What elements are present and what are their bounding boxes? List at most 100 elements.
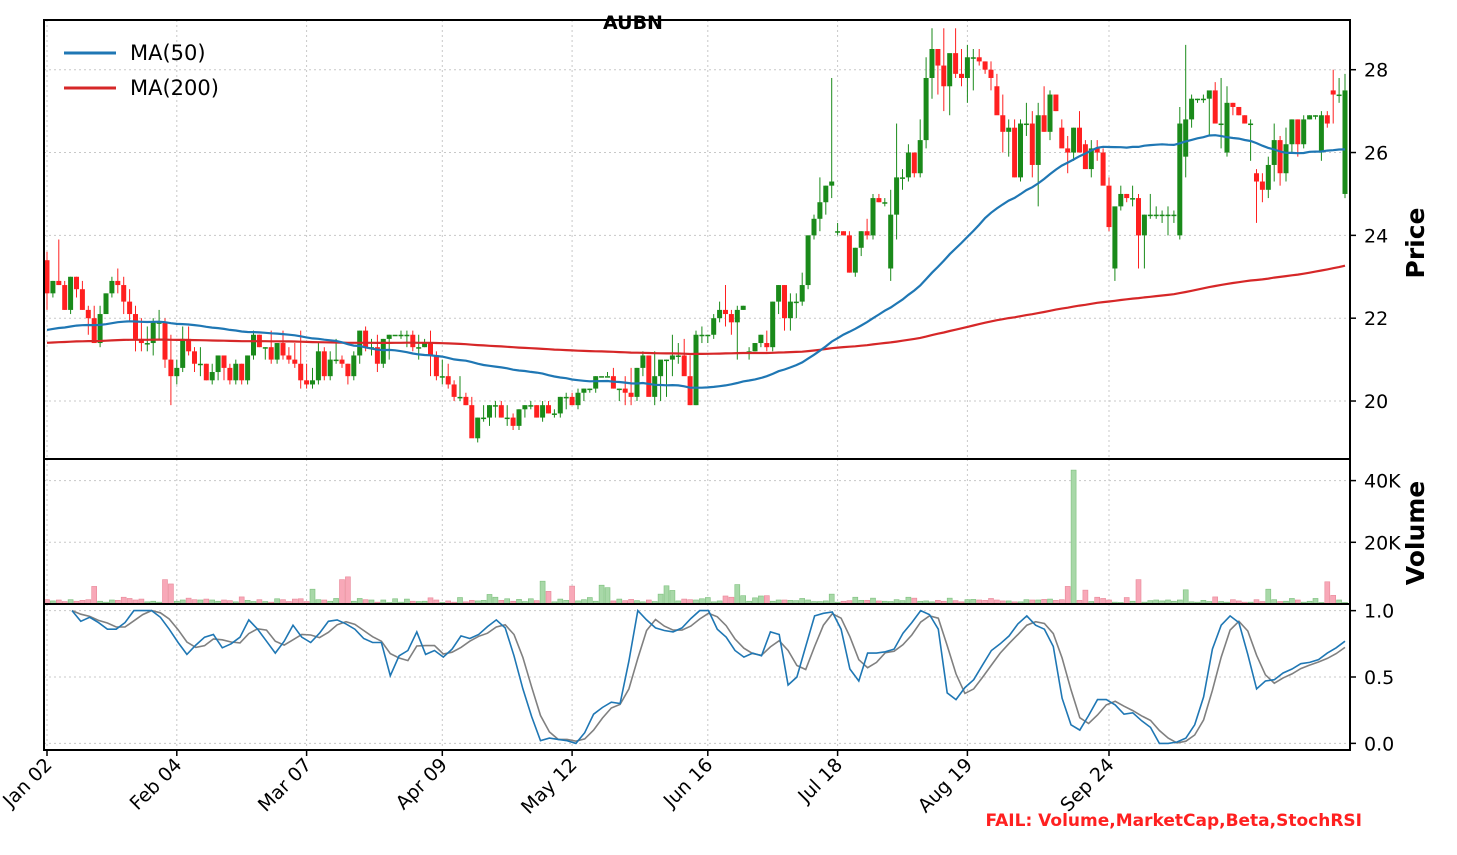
- volume-bar: [1082, 589, 1089, 605]
- candle-body: [1053, 94, 1059, 112]
- candle-body: [581, 388, 587, 393]
- candle-body: [658, 359, 664, 377]
- candle-body: [1283, 144, 1289, 174]
- candle-body: [304, 380, 310, 385]
- candle-body: [569, 396, 575, 406]
- candle-body: [1000, 115, 1006, 132]
- candle-body: [233, 363, 239, 381]
- candle-body: [133, 314, 138, 339]
- candle-body: [1077, 127, 1082, 153]
- candle-body: [1236, 106, 1242, 116]
- candle-body: [734, 309, 740, 323]
- candle-body: [1265, 164, 1271, 190]
- volume-bar: [1064, 586, 1071, 605]
- candle-body: [333, 359, 339, 362]
- candle-body: [628, 392, 634, 397]
- volume-bar: [1265, 588, 1272, 605]
- candle-body: [215, 355, 221, 373]
- candle-body: [1124, 193, 1130, 199]
- volume-bar: [763, 595, 770, 605]
- x-tick-label: Aug 19: [914, 754, 977, 817]
- candle-body: [587, 388, 593, 391]
- candle-body: [1277, 140, 1283, 174]
- candle-body: [728, 314, 734, 323]
- candle-body: [268, 347, 274, 360]
- candle-body: [770, 301, 776, 348]
- stochastic-lines: [71, 608, 1346, 745]
- candle-body: [705, 334, 711, 337]
- candle-body: [150, 322, 156, 344]
- legend: MA(50) MA(200): [64, 41, 219, 100]
- candle-body: [1200, 98, 1206, 101]
- candle-body: [787, 301, 793, 319]
- candle-body: [115, 280, 121, 286]
- stoch-k-line: [71, 608, 1346, 745]
- candle-body: [522, 405, 528, 410]
- candle-body: [1295, 119, 1301, 145]
- candle-body: [858, 231, 864, 248]
- candle-body: [864, 231, 870, 236]
- candle-body: [740, 305, 746, 310]
- candle-body: [351, 355, 357, 377]
- candle-body: [941, 65, 947, 87]
- candle-body: [221, 355, 227, 368]
- candle-body: [1065, 148, 1071, 153]
- candle-body: [546, 405, 551, 414]
- candle-body: [1248, 123, 1254, 126]
- candle-body: [103, 293, 109, 315]
- candle-body: [286, 355, 292, 360]
- volume-bar: [722, 595, 729, 605]
- candle-body: [575, 392, 581, 406]
- candle-body: [1330, 90, 1336, 95]
- candle-body: [91, 318, 97, 344]
- candle-body: [428, 343, 433, 356]
- volume-bar: [1070, 469, 1077, 605]
- volume-bar: [598, 584, 605, 605]
- candle-body: [1289, 119, 1295, 145]
- candle-body: [274, 343, 280, 360]
- volume-bar: [905, 596, 912, 605]
- candle-body: [894, 177, 900, 215]
- candle-body: [469, 405, 475, 439]
- candle-body: [1035, 115, 1041, 165]
- volume-bar: [758, 595, 764, 605]
- candle-body: [1336, 94, 1342, 97]
- candle-body: [109, 280, 115, 294]
- volume-bar: [120, 596, 127, 605]
- candle-body: [929, 48, 935, 78]
- candle-body: [664, 359, 669, 362]
- candle-body: [900, 177, 905, 179]
- candle-body: [605, 376, 610, 378]
- candle-body: [959, 73, 964, 78]
- candle-body: [846, 235, 852, 273]
- volume-bar: [309, 588, 316, 605]
- candle-body: [634, 367, 640, 397]
- candle-body: [62, 285, 68, 310]
- price-axis-title: Price: [1401, 208, 1430, 279]
- candle-body: [1324, 115, 1330, 124]
- candle-body: [410, 334, 416, 348]
- candle-body: [964, 57, 970, 78]
- chart-title: AUBN: [603, 12, 663, 34]
- candle-body: [1171, 214, 1177, 217]
- candle-body: [1206, 90, 1212, 99]
- candle-body: [1183, 119, 1189, 157]
- volume-bar: [168, 583, 174, 605]
- candle-body: [994, 86, 1000, 116]
- volume-bar: [1094, 596, 1100, 605]
- candle-body: [1195, 98, 1200, 101]
- candle-body: [599, 376, 605, 378]
- candle-body: [551, 413, 557, 415]
- candle-body: [528, 405, 534, 407]
- candle-body: [905, 152, 911, 178]
- candle-body: [817, 202, 823, 219]
- candle-body: [1041, 115, 1047, 132]
- candle-body: [68, 276, 74, 310]
- candle-body: [1159, 214, 1165, 217]
- volume-bar: [162, 579, 168, 605]
- ma50-line: [46, 134, 1346, 389]
- candle-body: [823, 185, 829, 203]
- volume-axis-title: Volume: [1401, 481, 1430, 586]
- candle-body: [1318, 115, 1324, 153]
- candle-body: [882, 202, 888, 204]
